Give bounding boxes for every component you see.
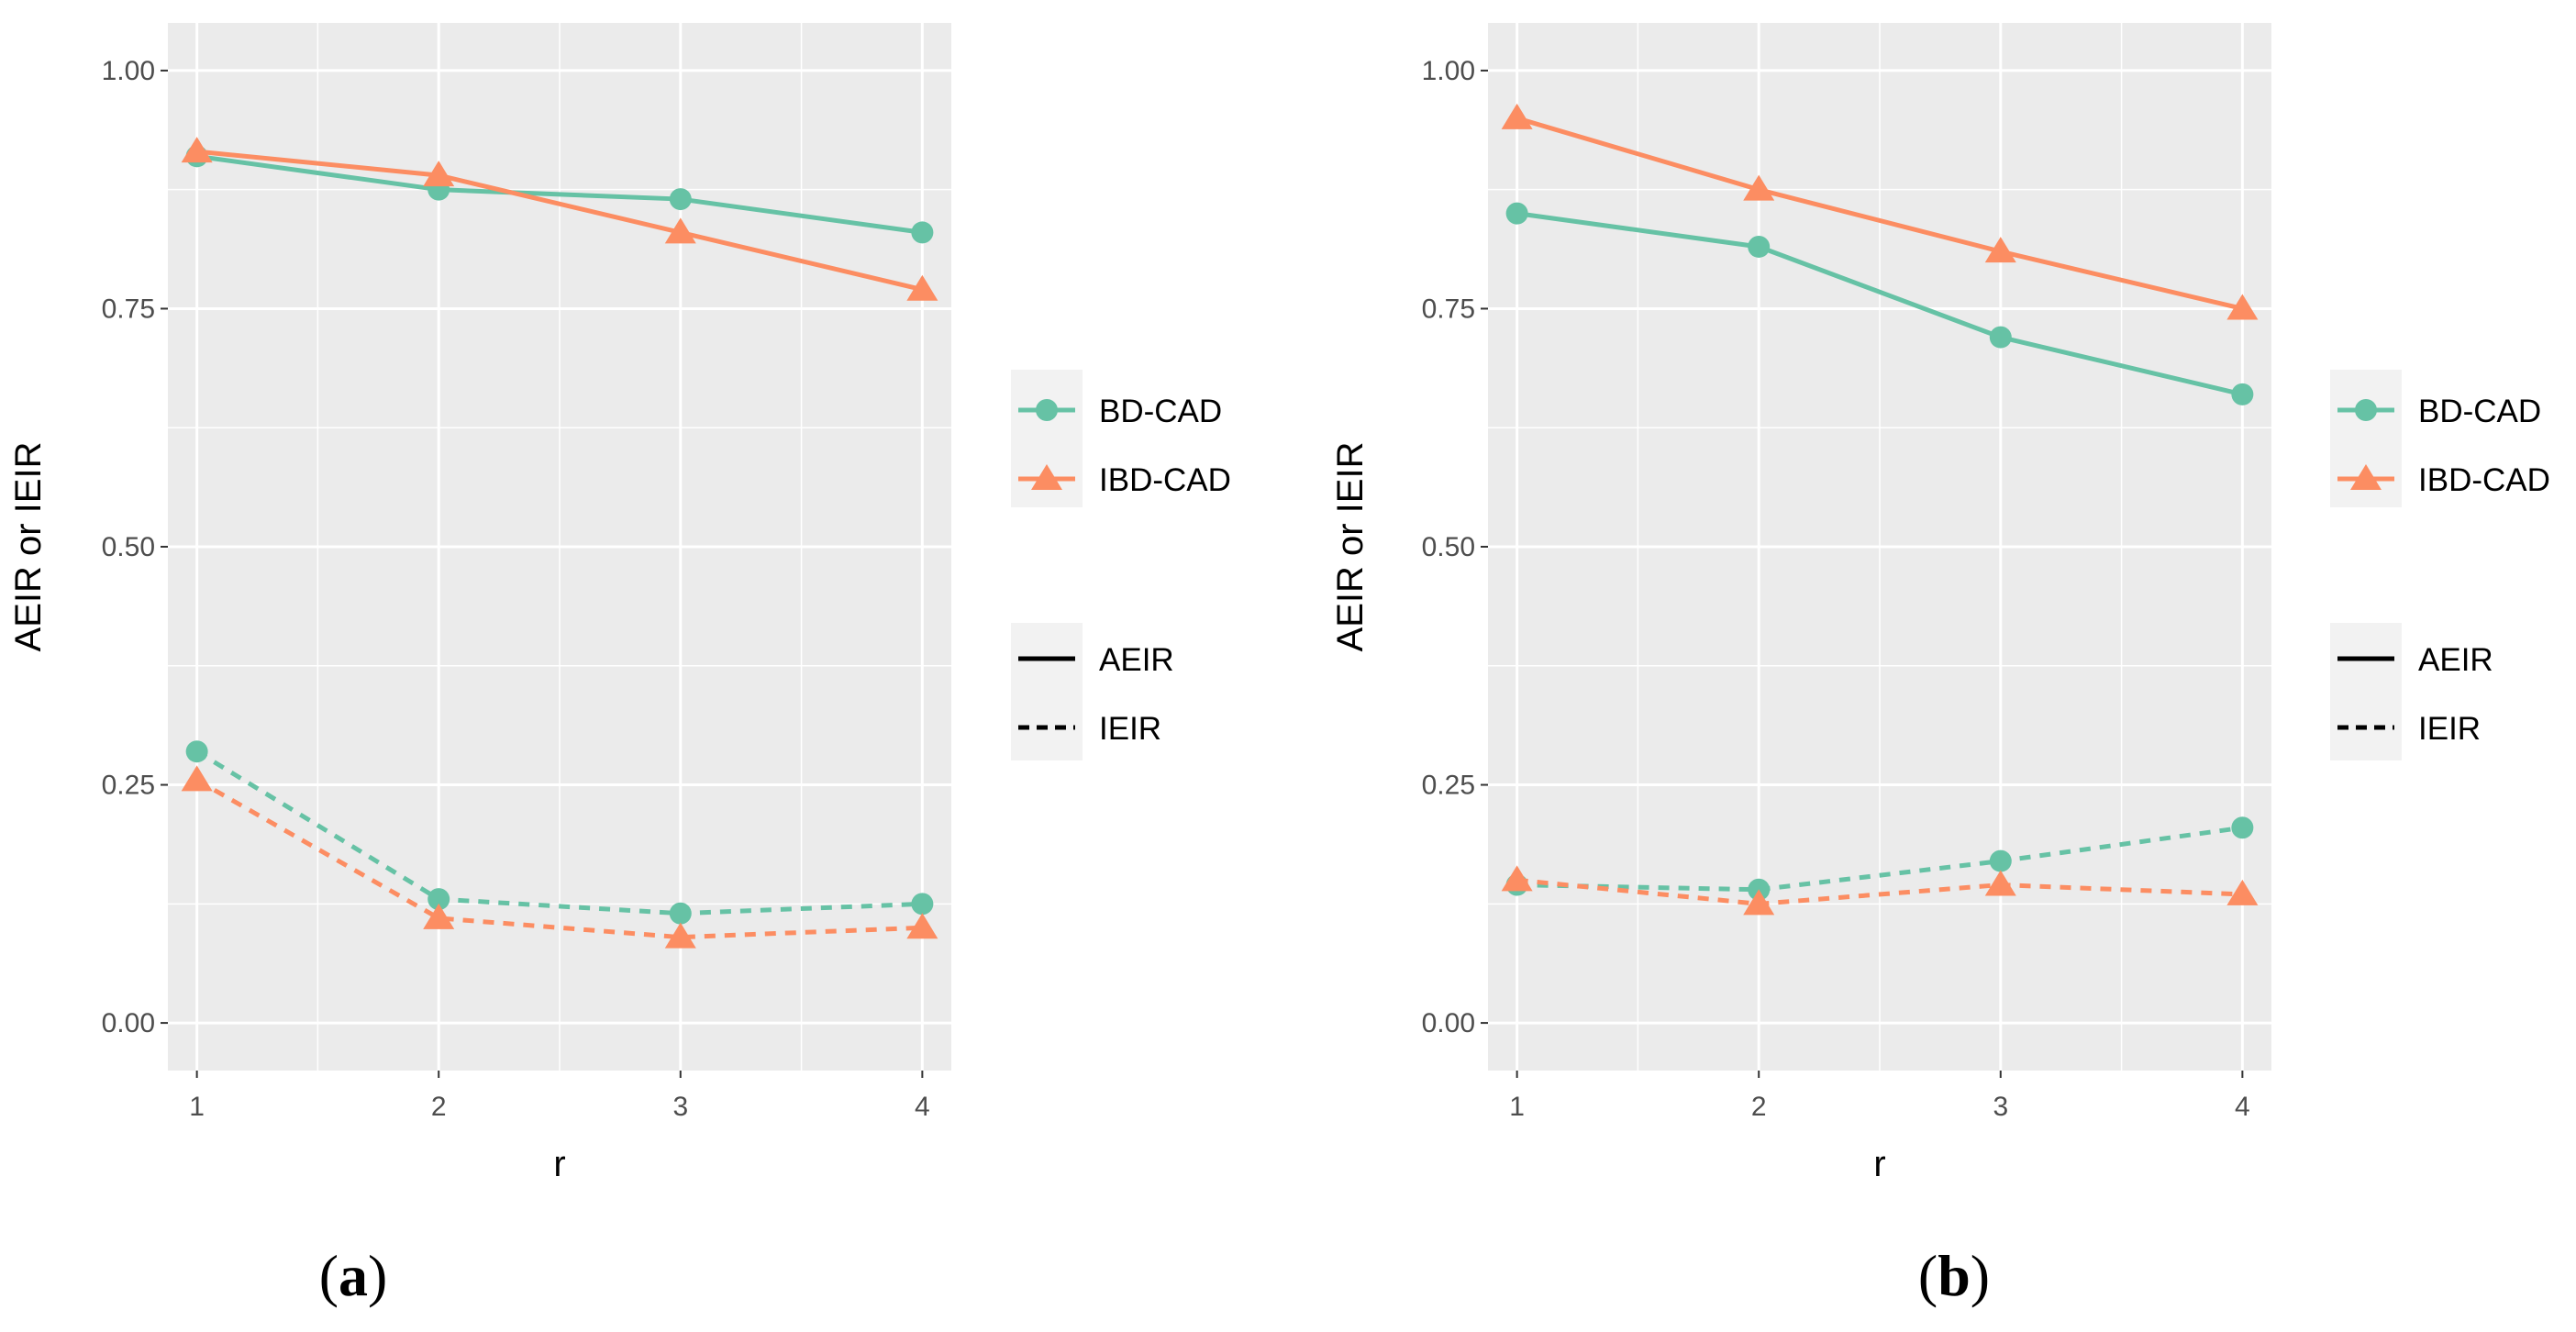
series-line: [1516, 877, 2243, 906]
chart-a: 0.00 0.25 0.50 0.75 1.00 1 2 3 4 r AEIR or IEIR BD-…: [8, 23, 1231, 1308]
y-tick-label: 0.25: [102, 771, 155, 801]
y-tick-label: 0.25: [1422, 771, 1475, 801]
point-marker: [669, 188, 692, 211]
point-marker: [2226, 879, 2259, 905]
point-marker: [911, 221, 934, 244]
series-bd-cad-aeir: [1505, 202, 2254, 405]
x-tick-label: 1: [189, 1092, 205, 1122]
point-marker: [2226, 294, 2259, 320]
y-axis-title: AEIR or IEIR: [8, 442, 49, 652]
legend-key-marker: [2350, 464, 2382, 490]
point-marker: [664, 217, 696, 244]
caption-paren-close: ): [368, 1243, 387, 1308]
point-marker: [664, 922, 696, 949]
series-ibd-cad-ieir: [181, 765, 938, 949]
legend-colour: BD-CAD IBD-CAD: [1011, 370, 1231, 507]
legend-label: AEIR: [2418, 642, 2493, 678]
legend-key-marker: [1031, 464, 1062, 490]
point-marker: [181, 765, 213, 792]
series-line: [1516, 211, 2243, 397]
y-axis-title: AEIR or IEIR: [1330, 442, 1371, 652]
legend-label: IBD-CAD: [1099, 462, 1231, 498]
x-tick-label: 3: [672, 1092, 688, 1122]
legend-key-background: [2330, 623, 2402, 760]
legend-key-marker: [2355, 399, 2377, 421]
point-marker: [1748, 235, 1771, 258]
point-marker: [185, 740, 208, 763]
y-tick-label: 0.75: [102, 294, 155, 324]
y-tick-label: 1.00: [1422, 56, 1475, 86]
point-marker: [906, 913, 938, 939]
x-tick-label: 2: [1751, 1092, 1767, 1122]
point-marker: [427, 888, 450, 911]
legend-linetype: AEIR IEIR: [1011, 623, 1174, 760]
legend-label: BD-CAD: [1099, 394, 1222, 429]
series-ibd-cad-aeir: [181, 137, 938, 301]
y-tick-label: 0.00: [102, 1008, 155, 1038]
point-marker: [1984, 870, 2016, 896]
point-marker: [1984, 237, 2016, 263]
point-marker: [911, 893, 934, 916]
y-tick-label: 0.50: [102, 532, 155, 562]
x-tick-label: 2: [431, 1092, 447, 1122]
caption-paren-open: (: [1918, 1243, 1938, 1308]
legend-label: IEIR: [2418, 711, 2481, 747]
point-marker: [1501, 103, 1533, 129]
caption-letter: a: [339, 1243, 368, 1308]
series-line: [1516, 116, 2243, 311]
point-marker: [1989, 326, 2012, 349]
legend-colour: BD-CAD IBD-CAD: [2330, 370, 2550, 507]
point-marker: [423, 161, 455, 187]
series-bd-cad-ieir: [185, 740, 934, 925]
series-line: [196, 153, 923, 235]
panel-caption: (a): [319, 1243, 388, 1308]
x-tick-label: 3: [1993, 1092, 2008, 1122]
legend-key-marker: [1036, 399, 1058, 421]
point-marker: [1743, 889, 1775, 916]
point-marker: [423, 903, 455, 929]
point-marker: [2231, 816, 2254, 839]
y-tick-label: 0.75: [1422, 294, 1475, 324]
series-ibd-cad-aeir: [1501, 103, 2259, 320]
y-tick-label: 0.50: [1422, 532, 1475, 562]
legend-label: IBD-CAD: [2418, 462, 2550, 498]
legend-label: IEIR: [1099, 711, 1161, 747]
y-tick-label: 1.00: [102, 56, 155, 86]
x-axis-title: r: [1873, 1144, 1885, 1184]
point-marker: [1743, 174, 1775, 201]
point-marker: [906, 274, 938, 301]
caption-letter: b: [1938, 1243, 1971, 1308]
series-line: [1516, 825, 2243, 893]
chart-b: 0.00 0.25 0.50 0.75 1.00 1 2 3 4 r AEIR or IEIR BD-…: [1330, 23, 2550, 1308]
point-marker: [669, 902, 692, 925]
legend-label: AEIR: [1099, 642, 1174, 678]
x-axis-title: r: [553, 1144, 565, 1184]
x-tick-label: 1: [1509, 1092, 1525, 1122]
legend-label: BD-CAD: [2418, 394, 2541, 429]
point-marker: [1505, 202, 1528, 225]
legend-key-background: [1011, 623, 1083, 760]
caption-paren-close: ): [1971, 1243, 1990, 1308]
caption-paren-open: (: [319, 1243, 339, 1308]
point-marker: [1989, 849, 2012, 872]
legend-linetype: AEIR IEIR: [2330, 623, 2493, 760]
series-line: [195, 749, 923, 916]
series-ibd-cad-ieir: [1501, 865, 2259, 916]
point-marker: [2231, 383, 2254, 405]
y-tick-label: 0.00: [1422, 1008, 1475, 1038]
point-marker: [181, 137, 213, 163]
x-tick-label: 4: [915, 1092, 930, 1122]
series-line: [196, 149, 923, 293]
point-marker: [1501, 865, 1533, 892]
x-tick-label: 4: [2235, 1092, 2250, 1122]
panel-caption: (b): [1918, 1243, 1990, 1308]
